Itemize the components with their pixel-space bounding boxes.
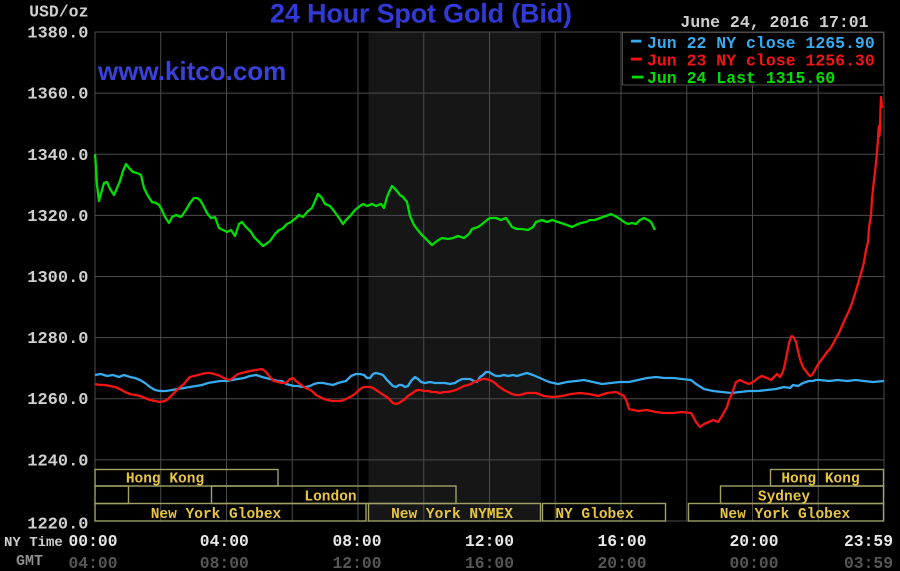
svg-text:04:00: 04:00 [200, 533, 249, 552]
svg-text:08:00: 08:00 [200, 555, 249, 571]
svg-text:03:59: 03:59 [844, 555, 893, 571]
svg-text:Jun 22 NY close 1265.90: Jun 22 NY close 1265.90 [647, 34, 875, 53]
svg-text:20:00: 20:00 [730, 533, 779, 552]
svg-text:NY Globex: NY Globex [555, 507, 634, 523]
svg-text:16:00: 16:00 [598, 533, 647, 552]
svg-text:1280.0: 1280.0 [27, 330, 88, 349]
svg-text:London: London [304, 490, 356, 506]
svg-text:Sydney: Sydney [758, 490, 811, 506]
svg-text:00:00: 00:00 [730, 555, 779, 571]
svg-text:USD/oz: USD/oz [29, 3, 88, 22]
svg-text:1380.0: 1380.0 [27, 25, 88, 44]
svg-text:16:00: 16:00 [465, 555, 514, 571]
svg-text:1300.0: 1300.0 [27, 269, 88, 288]
svg-text:New York NYMEX: New York NYMEX [391, 507, 513, 523]
svg-text:New York Globex: New York Globex [720, 507, 851, 523]
svg-text:20:00: 20:00 [598, 555, 647, 571]
svg-text:24 Hour Spot Gold (Bid): 24 Hour Spot Gold (Bid) [270, 0, 572, 29]
svg-text:1340.0: 1340.0 [27, 147, 88, 166]
svg-text:1360.0: 1360.0 [27, 86, 88, 105]
svg-text:04:00: 04:00 [69, 555, 118, 571]
svg-text:Jun 23 NY close 1256.30: Jun 23 NY close 1256.30 [647, 52, 875, 71]
svg-text:June 24, 2016 17:01: June 24, 2016 17:01 [680, 13, 868, 32]
svg-text:NY Time: NY Time [4, 535, 63, 551]
svg-text:New York Globex: New York Globex [151, 507, 282, 523]
svg-text:12:00: 12:00 [465, 533, 514, 552]
svg-text:1320.0: 1320.0 [27, 208, 88, 227]
svg-text:GMT: GMT [16, 553, 43, 570]
svg-text:08:00: 08:00 [333, 533, 382, 552]
svg-text:12:00: 12:00 [333, 555, 382, 571]
svg-text:1220.0: 1220.0 [27, 516, 88, 535]
svg-text:Jun 24 Last 1315.60: Jun 24 Last 1315.60 [647, 69, 835, 88]
svg-text:Hong Kong: Hong Kong [126, 472, 204, 488]
svg-text:23:59: 23:59 [844, 533, 893, 552]
svg-text:www.kitco.com: www.kitco.com [97, 56, 286, 86]
svg-text:Hong Kong: Hong Kong [781, 472, 859, 488]
svg-text:1260.0: 1260.0 [27, 391, 88, 410]
svg-text:00:00: 00:00 [69, 533, 118, 552]
svg-text:1240.0: 1240.0 [27, 452, 88, 471]
